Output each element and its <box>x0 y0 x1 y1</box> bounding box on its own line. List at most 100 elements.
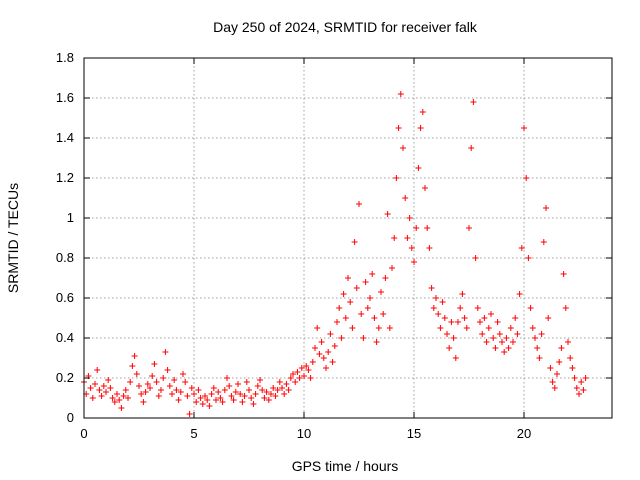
data-point <box>532 335 538 341</box>
data-point <box>325 349 332 355</box>
data-point <box>193 399 200 405</box>
data-point <box>507 325 514 331</box>
data-point <box>259 387 266 393</box>
data-point <box>199 401 206 407</box>
y-tick-label: 1 <box>67 210 74 225</box>
y-tick-label: 1.6 <box>56 90 74 105</box>
data-point <box>369 271 376 277</box>
data-point <box>305 367 312 373</box>
data-point <box>389 265 395 271</box>
chart-title: Day 250 of 2024, SRMTID for receiver fal… <box>213 19 478 35</box>
data-point <box>481 315 488 321</box>
x-tick-label: 15 <box>407 426 421 441</box>
data-point <box>351 239 358 245</box>
data-point <box>474 305 481 311</box>
data-point <box>206 403 213 409</box>
data-point <box>395 125 402 131</box>
y-tick-label: 1.2 <box>56 170 74 185</box>
data-point <box>118 405 125 411</box>
data-point <box>237 391 244 397</box>
data-point <box>107 385 114 391</box>
data-point <box>89 395 96 401</box>
data-point <box>261 395 268 401</box>
data-point <box>426 245 433 251</box>
data-point <box>129 363 136 369</box>
data-point <box>169 391 175 397</box>
x-axis-ticks: 0 5 10 15 20 <box>80 58 531 441</box>
data-point <box>210 385 217 391</box>
data-point <box>294 369 301 375</box>
data-point <box>362 279 369 285</box>
data-point <box>230 397 237 403</box>
data-point <box>419 109 426 115</box>
data-point <box>204 397 211 403</box>
data-point <box>151 361 158 367</box>
data-point <box>433 295 439 301</box>
y-axis-ticks: 0 0.2 0.4 0.6 0.8 1 1.2 1.4 1.6 1.8 <box>56 50 612 425</box>
data-point <box>576 391 582 397</box>
data-point <box>125 395 131 401</box>
data-point <box>140 399 147 405</box>
y-tick-label: 0.4 <box>56 330 74 345</box>
data-point <box>219 399 226 405</box>
data-point <box>422 185 428 191</box>
x-tick-label: 10 <box>297 426 311 441</box>
data-points <box>81 91 589 417</box>
data-point <box>413 225 420 231</box>
data-point <box>525 255 532 261</box>
data-point <box>521 125 527 131</box>
x-tick-label: 20 <box>517 426 531 441</box>
data-point <box>380 311 387 317</box>
data-point <box>397 91 404 97</box>
data-point <box>307 375 314 381</box>
data-point <box>479 331 486 337</box>
data-point <box>567 355 574 361</box>
data-point <box>538 331 545 337</box>
data-point <box>149 373 156 379</box>
data-point <box>551 385 558 391</box>
data-point <box>153 379 160 385</box>
data-point <box>98 393 105 399</box>
data-point <box>367 295 373 301</box>
data-point <box>424 225 431 231</box>
data-point <box>461 315 468 321</box>
data-point <box>213 397 219 403</box>
data-point <box>547 365 554 371</box>
data-point <box>444 331 450 337</box>
data-point <box>142 389 149 395</box>
data-point <box>477 319 483 325</box>
data-point <box>393 175 400 181</box>
data-point <box>560 271 567 277</box>
data-point <box>331 343 338 349</box>
data-point <box>287 375 294 381</box>
data-point <box>138 391 145 397</box>
data-point <box>309 359 316 365</box>
data-point <box>147 385 153 391</box>
data-point <box>160 375 167 381</box>
x-axis-label: GPS time / hours <box>292 458 399 474</box>
data-point <box>327 331 334 337</box>
data-point <box>505 345 512 351</box>
data-point <box>373 339 380 345</box>
data-point <box>391 235 398 241</box>
y-tick-label: 0 <box>67 410 74 425</box>
data-point <box>248 395 255 401</box>
data-point <box>571 375 578 381</box>
data-point <box>384 211 391 217</box>
data-point <box>516 291 523 297</box>
data-point <box>441 315 448 321</box>
data-point <box>175 397 182 403</box>
data-point <box>499 339 505 345</box>
data-point <box>446 345 453 351</box>
data-point <box>268 391 274 397</box>
data-point <box>265 397 272 403</box>
data-point <box>208 391 215 397</box>
data-point <box>188 385 195 391</box>
data-point <box>252 391 259 397</box>
data-point <box>496 331 503 337</box>
data-point <box>358 311 365 317</box>
data-point <box>417 125 424 131</box>
data-point <box>155 393 162 399</box>
data-point <box>162 349 169 355</box>
data-point <box>386 325 393 331</box>
